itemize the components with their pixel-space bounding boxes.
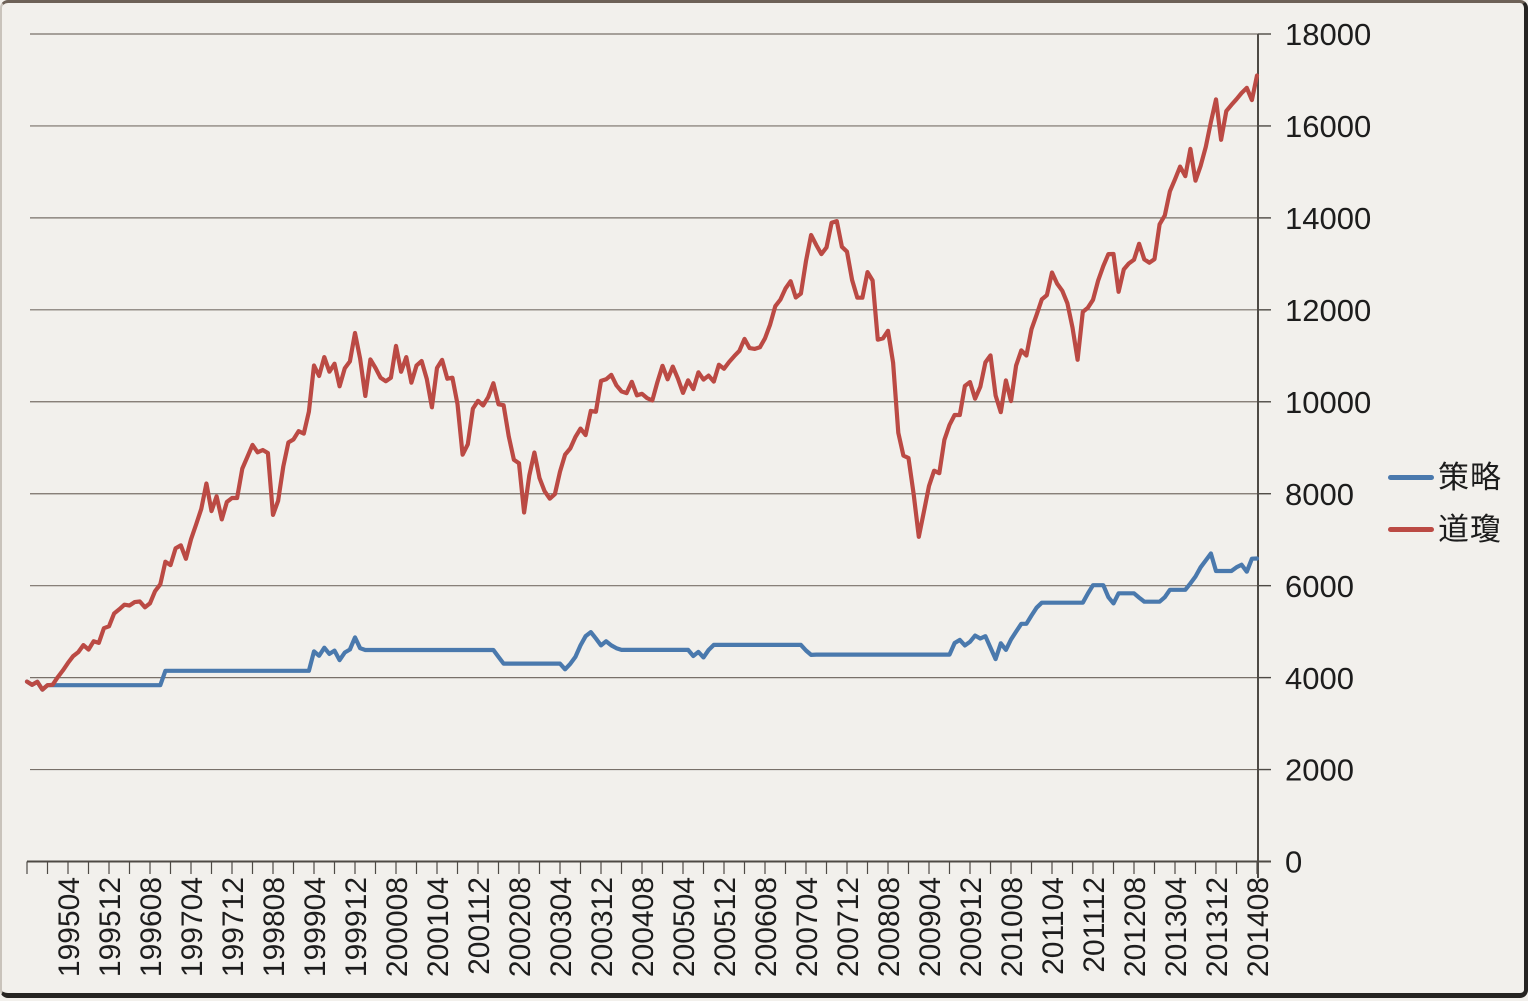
- x-tick-label: 200304: [545, 877, 578, 977]
- x-tick-label: 200704: [791, 877, 824, 977]
- x-tick-label: 200608: [750, 877, 783, 977]
- x-tick-label: 201304: [1160, 877, 1193, 977]
- legend: 策略 道瓊: [1388, 455, 1502, 551]
- x-tick-label: 200904: [914, 877, 947, 977]
- x-tick-label: 200712: [832, 877, 865, 977]
- x-tick-label: 201104: [1037, 877, 1070, 975]
- x-tick-label: 199704: [176, 877, 209, 977]
- y-tick-label: 4000: [1285, 661, 1354, 696]
- x-tick-label: 200504: [668, 877, 701, 977]
- y-tick-label: 2000: [1285, 753, 1354, 788]
- legend-item-strategy: 策略: [1388, 455, 1502, 499]
- series-line-dow: [24, 73, 1260, 692]
- y-tick-label: 10000: [1285, 385, 1371, 420]
- x-tick-label: 199904: [299, 877, 332, 977]
- x-tick-label: 200912: [955, 877, 988, 977]
- x-tick-label: 200208: [504, 877, 537, 977]
- x-tick-label: 201408: [1242, 877, 1275, 977]
- x-tick-label: 201112: [1078, 877, 1111, 973]
- legend-label-dow: 道瓊: [1438, 511, 1502, 547]
- x-tick-label: 200312: [586, 877, 619, 977]
- series-line-strategy: [24, 551, 1260, 692]
- legend-line-swatch-strategy: [1388, 474, 1434, 480]
- x-tick-label: 201208: [1119, 877, 1152, 977]
- x-tick-label: 200512: [709, 877, 742, 977]
- x-tick-label: 199512: [94, 877, 127, 977]
- x-tick-label: 200408: [627, 877, 660, 977]
- x-tick-label: 199608: [135, 877, 168, 977]
- y-tick-label: 6000: [1285, 569, 1354, 604]
- x-tick-label: 199712: [217, 877, 250, 977]
- x-tick-label: 200112: [463, 877, 496, 975]
- x-tick-label: 199912: [340, 877, 373, 977]
- legend-item-dow: 道瓊: [1388, 507, 1502, 551]
- x-tick-label: 200008: [381, 877, 414, 977]
- line-chart: 0 2000 4000 6000 8000 10000 12000 14000 16000 180…: [24, 17, 1371, 977]
- legend-line-swatch-dow: [1388, 526, 1434, 532]
- y-tick-label: 12000: [1285, 293, 1371, 328]
- x-tick-label: 199808: [258, 877, 291, 977]
- y-tick-label: 8000: [1285, 477, 1354, 512]
- x-tick-label: 199504: [53, 877, 86, 977]
- y-tick-label: 0: [1285, 845, 1302, 880]
- x-tick-label: 201312: [1201, 877, 1234, 977]
- x-tick-label: 200808: [873, 877, 906, 977]
- legend-label-strategy: 策略: [1438, 459, 1502, 495]
- y-tick-label: 16000: [1285, 109, 1371, 144]
- y-tick-label: 18000: [1285, 17, 1371, 52]
- x-tick-label: 201008: [996, 877, 1029, 977]
- x-tick-label: 200104: [422, 877, 455, 977]
- y-tick-label: 14000: [1285, 201, 1371, 236]
